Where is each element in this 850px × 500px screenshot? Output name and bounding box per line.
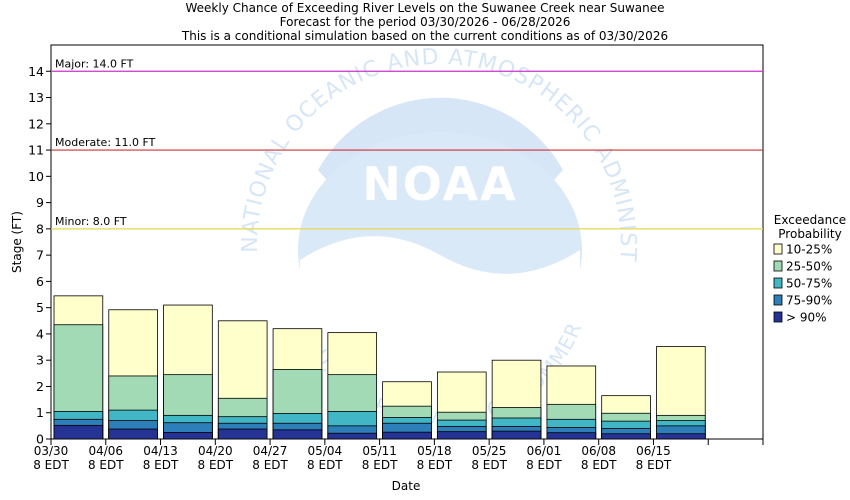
threshold-label-1: Moderate: 11.0 FT <box>55 136 156 149</box>
y-tick-label-5: 5 <box>36 300 44 315</box>
watermark-logo-text: NOAA <box>362 157 518 211</box>
y-tick-label-1: 1 <box>36 405 44 420</box>
x-tick-sublabel-5: 8 EDT <box>307 458 343 472</box>
x-tick-label-1: 04/06 <box>88 444 123 458</box>
legend-swatch-1 <box>773 260 783 272</box>
y-tick-label-10: 10 <box>28 169 44 184</box>
bar-1-series-4 <box>108 428 158 440</box>
bar-9-series-4 <box>546 432 597 440</box>
legend-title-1: Probability <box>778 227 841 241</box>
legend-title-0: Exceedance <box>774 213 846 227</box>
legend-label-4: > 90% <box>786 311 827 325</box>
y-tick-label-6: 6 <box>36 274 44 289</box>
threshold-label-0: Major: 14.0 FT <box>55 57 134 70</box>
x-tick-label-5: 05/04 <box>308 444 343 458</box>
y-tick-label-0: 0 <box>36 432 44 447</box>
legend-swatch-4 <box>773 311 783 323</box>
legend-swatch-3 <box>773 294 783 306</box>
x-tick-label-10: 06/08 <box>581 444 616 458</box>
bar-8-series-4 <box>491 430 542 440</box>
y-tick-label-9: 9 <box>36 195 44 210</box>
x-tick-label-2: 04/13 <box>143 444 178 458</box>
x-tick-label-0: 03/30 <box>34 444 69 458</box>
x-tick-label-3: 04/20 <box>198 444 233 458</box>
x-tick-sublabel-2: 8 EDT <box>143 458 179 472</box>
x-tick-label-8: 05/25 <box>472 444 507 458</box>
legend-label-1: 25-50% <box>786 260 832 274</box>
x-tick-label-6: 05/11 <box>362 444 397 458</box>
x-tick-sublabel-7: 8 EDT <box>417 458 453 472</box>
y-tick-label-4: 4 <box>36 326 44 341</box>
x-tick-sublabel-11: 8 EDT <box>636 458 672 472</box>
x-tick-sublabel-6: 8 EDT <box>362 458 398 472</box>
bar-7-series-4 <box>436 431 487 440</box>
y-tick-label-14: 14 <box>28 64 44 79</box>
bar-2-series-4 <box>163 432 213 440</box>
y-tick-label-12: 12 <box>28 116 44 131</box>
x-tick-sublabel-4: 8 EDT <box>252 458 288 472</box>
legend-label-2: 50-75% <box>786 277 832 291</box>
x-tick-sublabel-3: 8 EDT <box>198 458 234 472</box>
threshold-label-2: Minor: 8.0 FT <box>55 215 127 228</box>
bar-4-series-4 <box>272 429 323 440</box>
x-tick-sublabel-1: 8 EDT <box>88 458 124 472</box>
bar-6-series-4 <box>382 431 432 440</box>
legend-label-3: 75-90% <box>786 294 832 308</box>
bar-11-series-4 <box>656 433 706 440</box>
chart-subtitle-2: This is a conditional simulation based o… <box>181 29 669 43</box>
x-tick-label-9: 06/01 <box>527 444 562 458</box>
y-tick-label-3: 3 <box>36 353 44 368</box>
x-tick-label-11: 06/15 <box>636 444 671 458</box>
x-tick-sublabel-10: 8 EDT <box>581 458 617 472</box>
y-tick-label-2: 2 <box>36 379 44 394</box>
chart-subtitle: Forecast for the period 03/30/2026 - 06/… <box>279 15 571 29</box>
legend-label-0: 10-25% <box>786 243 832 257</box>
y-tick-label-8: 8 <box>36 221 44 236</box>
legend-swatch-2 <box>773 277 783 289</box>
x-tick-sublabel-8: 8 EDT <box>471 458 507 472</box>
y-tick-label-7: 7 <box>36 248 44 263</box>
bar-0-series-4 <box>53 424 104 440</box>
y-tick-label-11: 11 <box>28 143 44 158</box>
bar-10-series-4 <box>601 433 651 440</box>
legend-swatch-0 <box>773 243 783 255</box>
chart-title: Weekly Chance of Exceeding River Levels … <box>185 1 665 15</box>
bar-3-series-4 <box>217 428 268 440</box>
x-axis-label: Date <box>392 479 421 493</box>
y-axis-label: Stage (FT) <box>10 211 24 273</box>
y-tick-label-13: 13 <box>28 90 44 105</box>
x-tick-sublabel-9: 8 EDT <box>526 458 562 472</box>
x-tick-sublabel-0: 8 EDT <box>33 458 69 472</box>
bar-5-series-4 <box>327 432 378 440</box>
x-tick-label-7: 05/18 <box>417 444 452 458</box>
x-tick-label-4: 04/27 <box>253 444 288 458</box>
